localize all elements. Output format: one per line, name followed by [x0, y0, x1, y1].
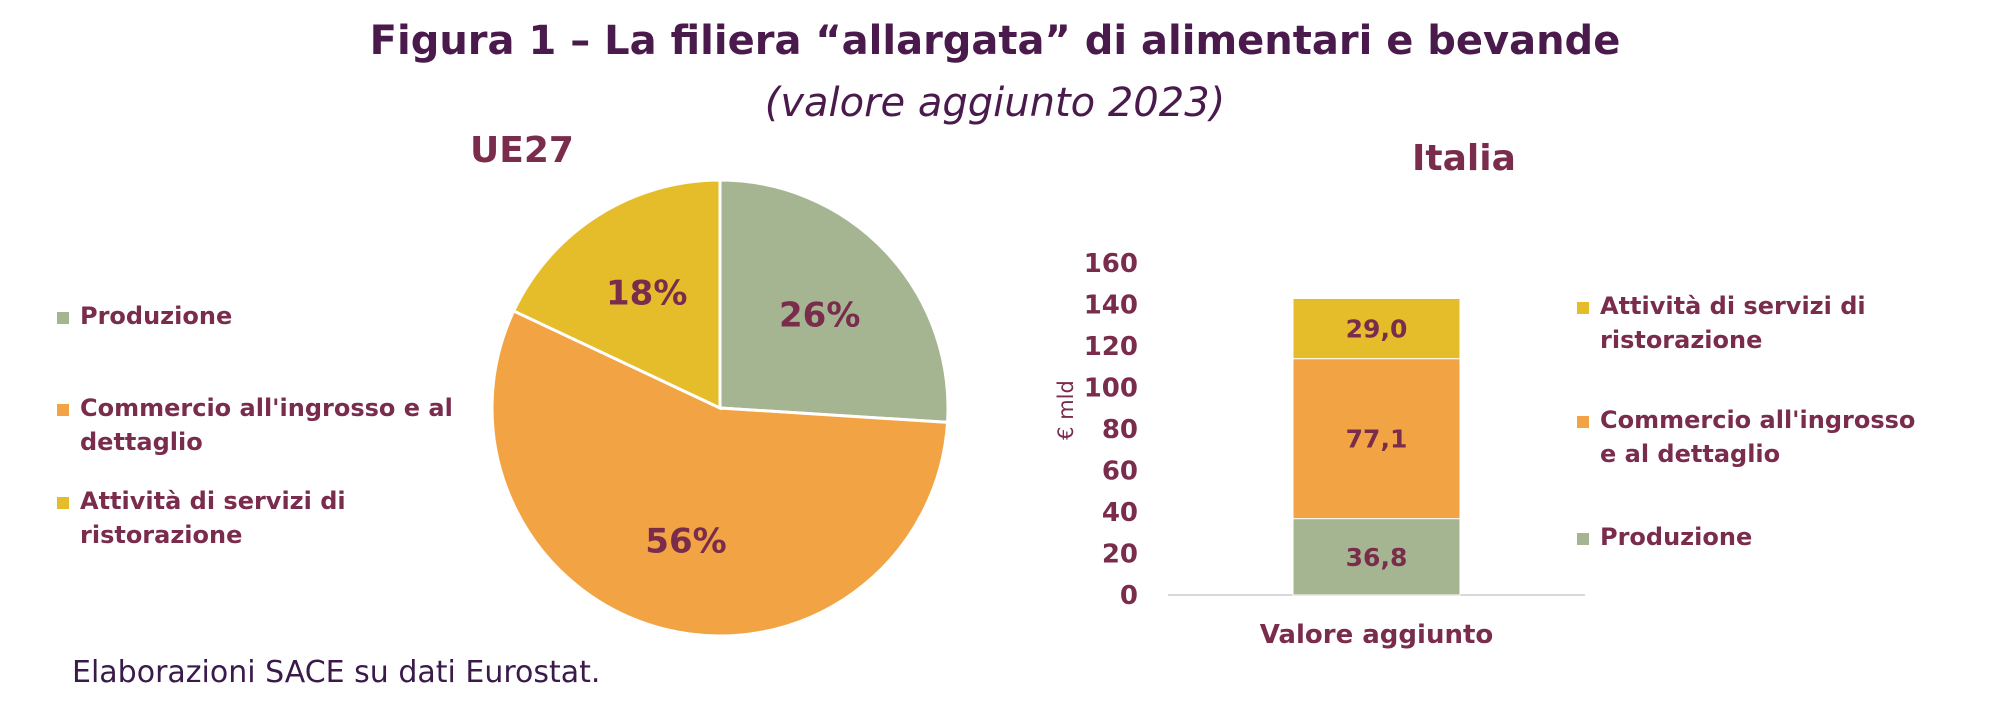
- pie-title: UE27: [470, 130, 574, 171]
- y-tick-label: 140: [1084, 291, 1138, 321]
- pie-chart-ue27: UE27 26% 56% 18% Produzione Commercio all'ing…: [57, 130, 950, 638]
- legend-label: ristorazione: [1600, 326, 1762, 354]
- bar-segment: [1292, 297, 1461, 360]
- y-axis-label: € mld: [1054, 380, 1078, 440]
- bar-chart-title: Italia: [1412, 138, 1516, 179]
- pie-slice-3: [511, 178, 722, 411]
- y-tick-label: 160: [1084, 249, 1138, 279]
- legend-swatch: [1577, 416, 1589, 428]
- pie-slice-2: [490, 308, 950, 638]
- legend-label: Commercio all'ingrosso: [1600, 406, 1915, 434]
- figure-subtitle: (valore aggiunto 2023): [764, 80, 1226, 126]
- y-tick-label: 0: [1120, 581, 1138, 611]
- legend-label: Attività di servizi di: [1600, 292, 1866, 320]
- legend-swatch: [1577, 302, 1589, 314]
- bar-segment-label: 77,1: [1346, 425, 1408, 454]
- legend-swatch: [1577, 533, 1589, 545]
- legend-label: Produzione: [80, 302, 232, 330]
- bar-segment-label: 36,8: [1346, 543, 1408, 572]
- x-category-label: Valore aggiunto: [1260, 620, 1494, 650]
- bar-chart-italia: Italia 0 20 40 60 80 100 120 140 160 € mld 36,8 77,1…: [1054, 138, 1915, 650]
- legend-label: Commercio all'ingrosso e al: [80, 394, 453, 422]
- pie-slice-1: [718, 178, 950, 424]
- y-tick-label: 120: [1084, 332, 1138, 362]
- y-tick-label: 80: [1102, 415, 1138, 445]
- legend-swatch: [57, 312, 69, 324]
- figure-title: Figura 1 – La filiera “allargata” di ali…: [369, 18, 1621, 64]
- y-tick-label: 40: [1102, 498, 1138, 528]
- pie-slice-label: 56%: [645, 522, 726, 562]
- bar-segment-label: 29,0: [1346, 315, 1408, 344]
- pie-slice-label: 18%: [606, 273, 687, 313]
- pie-slice-label: 26%: [779, 295, 860, 335]
- legend-swatch: [57, 404, 69, 416]
- legend-swatch: [57, 497, 69, 509]
- legend-label: Attività di servizi di: [80, 487, 346, 515]
- legend-label: dettaglio: [80, 428, 203, 456]
- legend-label: Produzione: [1600, 523, 1752, 551]
- y-tick-label: 20: [1102, 540, 1138, 570]
- y-tick-label: 60: [1102, 457, 1138, 487]
- legend-label: ristorazione: [80, 521, 242, 549]
- y-tick-label: 100: [1084, 374, 1138, 404]
- source-note: Elaborazioni SACE su dati Eurostat.: [72, 655, 601, 690]
- legend-label: e al dettaglio: [1600, 440, 1780, 468]
